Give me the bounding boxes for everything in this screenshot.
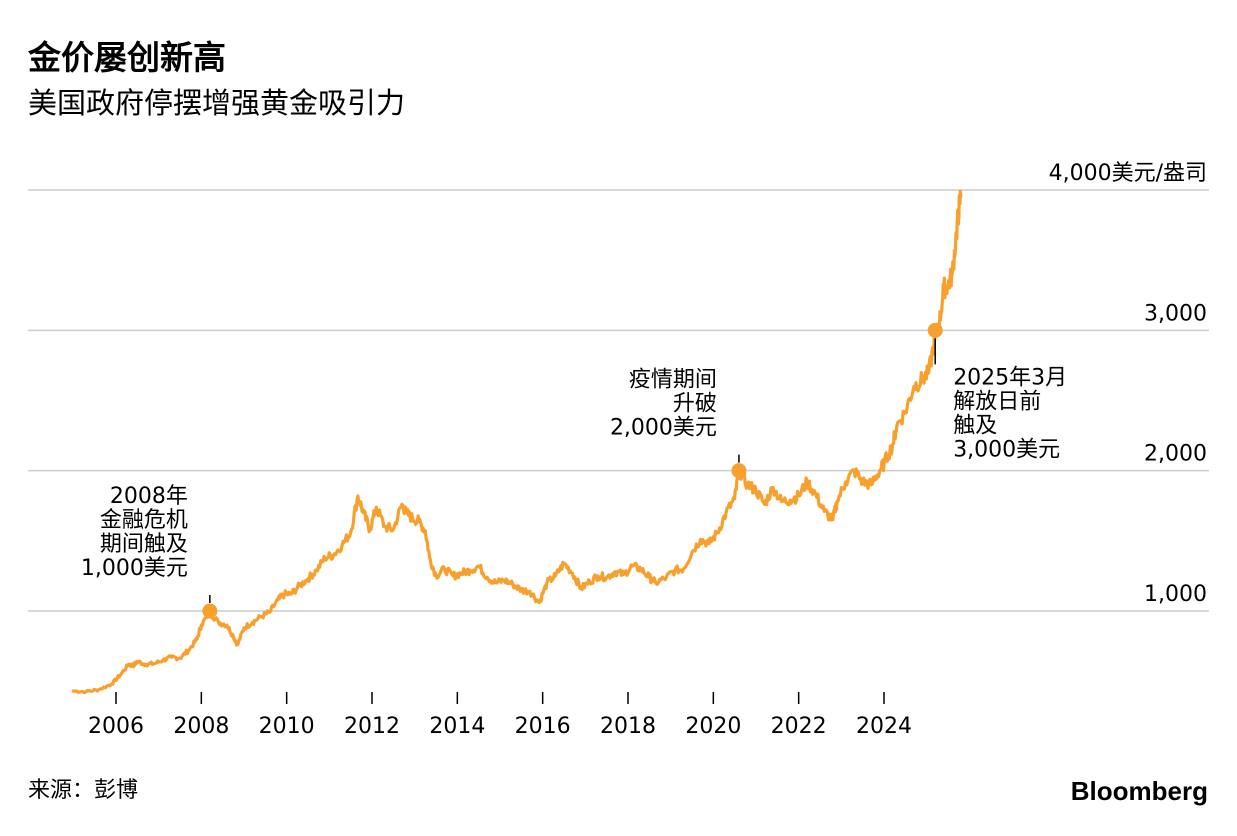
x-tick-label-2006: 2006 xyxy=(88,714,144,739)
milestone-marker-2 xyxy=(731,463,747,479)
grid-lines xyxy=(28,189,1209,612)
price-line-series-0 xyxy=(71,189,963,695)
x-tick-label-2014: 2014 xyxy=(429,714,485,739)
x-tick-label-2010: 2010 xyxy=(259,714,315,739)
x-tick-label-2020: 2020 xyxy=(685,714,741,739)
source-note: 来源：彭博 xyxy=(28,778,139,803)
x-tick-label-2012: 2012 xyxy=(344,714,400,739)
y-tick-label-3000: 3,000 xyxy=(1144,301,1207,326)
y-tick-label-4000: 4,000美元/盎司 xyxy=(1049,161,1207,186)
x-tick-label-2018: 2018 xyxy=(600,714,656,739)
bloomberg-logo: Bloomberg xyxy=(1070,776,1208,806)
x-tick-label-2024: 2024 xyxy=(856,714,912,739)
annotation-text: 金融危机 xyxy=(100,508,188,533)
y-tick-label-1000: 1,000 xyxy=(1144,582,1207,607)
y-axis-labels: 1,000 2,000 3,000 4,000美元/盎司 xyxy=(1049,161,1207,607)
annotation-text: 2,000美元 xyxy=(610,416,717,441)
y-tick-label-2000: 2,000 xyxy=(1144,442,1207,467)
markers-layer xyxy=(202,322,943,619)
x-tick-label-2008: 2008 xyxy=(173,714,229,739)
annotation-text: 2025年3月 xyxy=(953,365,1067,390)
x-axis: 2006 2008 2010 2012 2014 2016 2018 2020 2022 2024 xyxy=(88,692,912,739)
annotation-text: 升破 xyxy=(673,392,717,417)
annotation-text: 疫情期间 xyxy=(629,368,717,393)
annotation-text: 触及 xyxy=(953,413,997,438)
series-layer xyxy=(71,189,963,695)
annotation-text: 期间触及 xyxy=(100,532,188,557)
milestone-marker-3 xyxy=(927,322,943,338)
annotation-text: 解放日前 xyxy=(953,389,1041,414)
x-tick-label-2016: 2016 xyxy=(515,714,571,739)
milestone-marker-1 xyxy=(202,603,218,619)
annotation-text: 2008年 xyxy=(110,484,188,509)
chart-subtitle: 美国政府停摆增强黄金吸引力 xyxy=(28,86,406,120)
x-tick-label-2022: 2022 xyxy=(771,714,827,739)
annotation-text: 3,000美元 xyxy=(953,437,1060,462)
chart-title: 金价屡创新高 xyxy=(28,38,226,77)
annotation-text: 1,000美元 xyxy=(81,556,188,581)
